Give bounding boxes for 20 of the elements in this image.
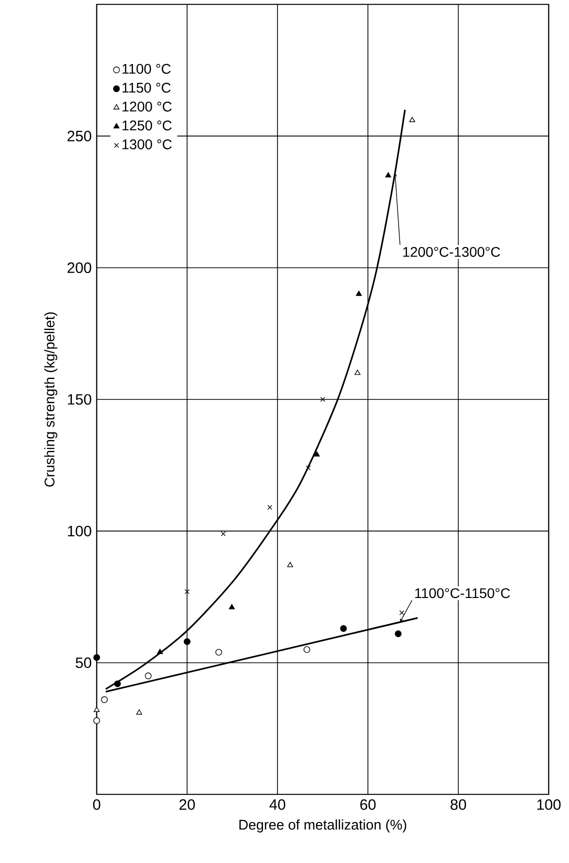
x-axis-title: Degree of metallization (%) — [239, 819, 406, 832]
y-tick-label: 150 — [68, 394, 92, 405]
y-tick-label: 250 — [68, 130, 92, 142]
x-tick-label: 20 — [180, 799, 195, 810]
legend-label: 1250 °C — [122, 120, 172, 130]
x-tick-label: 60 — [360, 799, 376, 810]
annotation: 1200°C-1300°C — [403, 246, 500, 257]
y-tick-label: 200 — [68, 262, 92, 274]
legend-label: 1300 °C — [122, 139, 172, 150]
legend-label: 1150 °C — [122, 82, 171, 93]
x-tick-label: 0 — [93, 799, 100, 810]
x-tick-label: 80 — [450, 799, 466, 810]
y-tick-label: 100 — [68, 526, 92, 536]
y-axis-title: Crushing strength (kg/pellet) — [44, 312, 58, 487]
legend-label: 1200 °C — [122, 102, 172, 112]
x-tick-label: 40 — [270, 799, 286, 810]
legend-label: 1100 °C — [122, 64, 171, 74]
x-tick-label: 100 — [537, 799, 561, 810]
y-tick-label: 50 — [76, 657, 92, 668]
annotation: 1100°C-1150°C — [415, 588, 510, 598]
